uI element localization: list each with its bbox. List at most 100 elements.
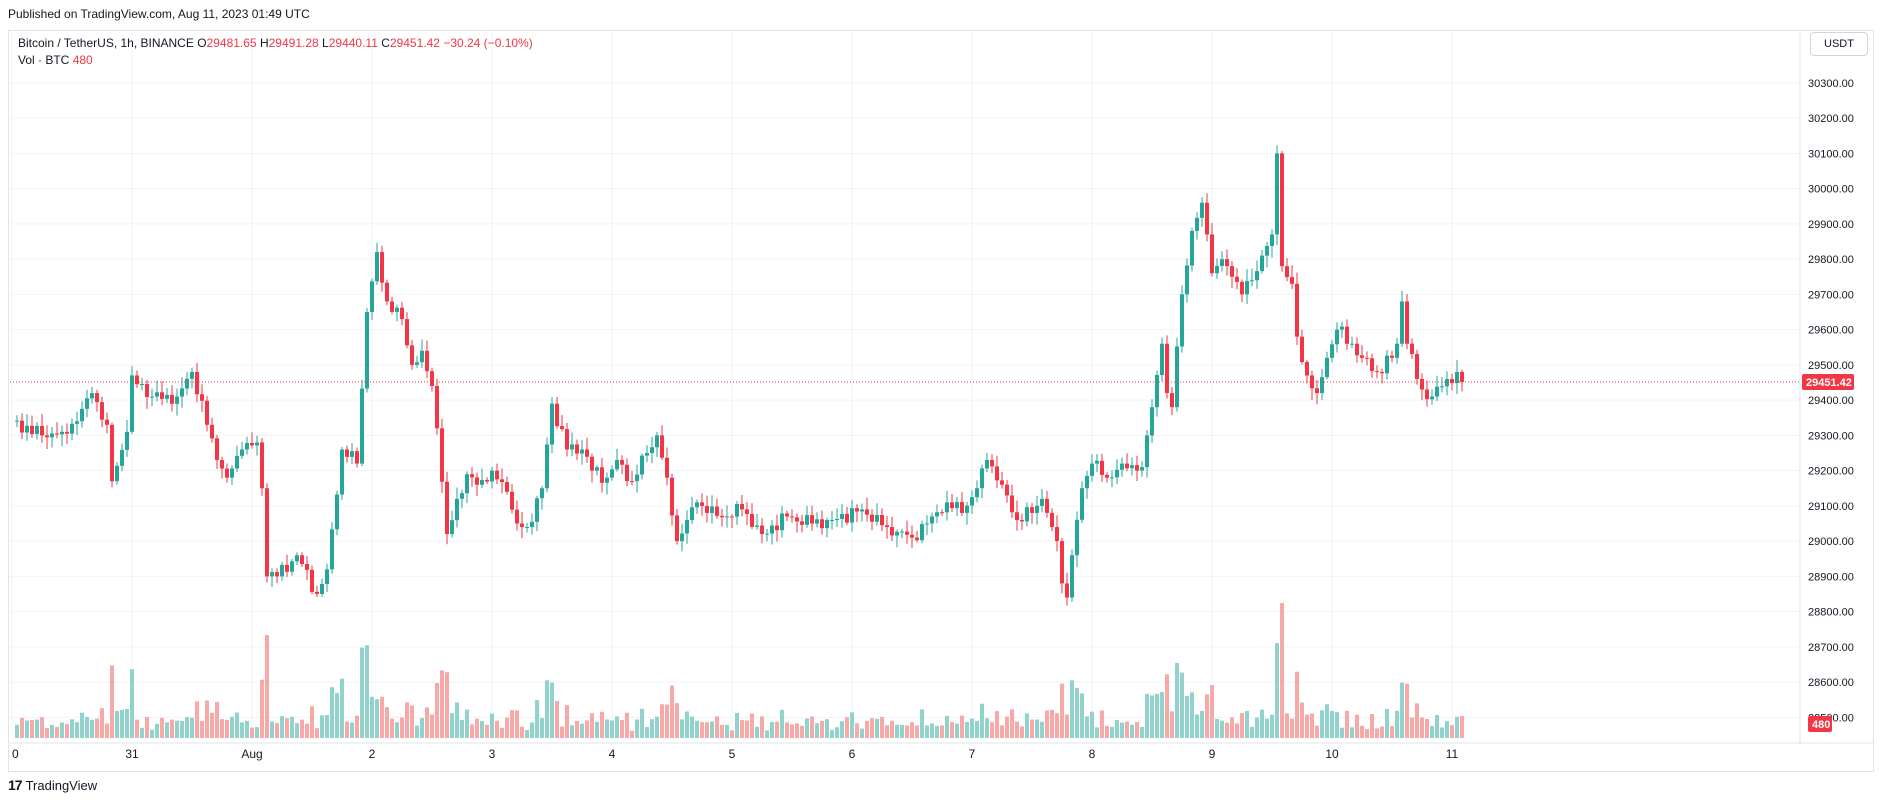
volume-bar <box>630 730 634 738</box>
candle-body <box>180 388 184 397</box>
volume-bar <box>1420 717 1424 738</box>
volume-bar <box>1355 714 1359 738</box>
volume-bar <box>325 715 329 738</box>
volume-bar <box>855 723 859 738</box>
candle-body <box>955 502 959 509</box>
candle-body <box>280 564 284 577</box>
candle-body <box>120 449 124 466</box>
volume-bar <box>880 716 884 738</box>
y-tick-label: 30000.00 <box>1808 184 1854 196</box>
candle-body <box>460 493 464 499</box>
chart-frame <box>8 30 1874 772</box>
close-value: 29451.42 <box>389 36 440 50</box>
candle-body <box>485 479 489 482</box>
volume-bar <box>1075 687 1079 738</box>
volume-bar <box>1405 683 1409 738</box>
volume-bar <box>60 722 64 738</box>
candle-body <box>850 508 854 523</box>
volume-bar <box>1145 693 1149 738</box>
volume-label[interactable]: Vol · BTC <box>18 53 70 67</box>
candle-body <box>1190 230 1194 266</box>
volume-bar <box>460 720 464 738</box>
candle-body <box>390 301 394 312</box>
volume-bar <box>775 721 779 738</box>
footer-brand[interactable]: TradingView <box>25 777 98 793</box>
volume-bar <box>410 705 414 738</box>
candle-body <box>965 505 969 513</box>
currency-button[interactable]: USDT <box>1810 32 1868 56</box>
volume-bar <box>15 724 19 738</box>
volume-bar <box>120 709 124 738</box>
candle-body <box>1035 505 1039 513</box>
y-tick-label: 30200.00 <box>1808 113 1854 125</box>
candle-body <box>920 524 924 541</box>
volume-bar <box>35 719 39 738</box>
candle-body <box>1405 301 1409 344</box>
candle-body <box>15 420 19 422</box>
published-caption: Published on TradingView.com, Aug 11, 20… <box>8 7 310 21</box>
volume-bar <box>1180 672 1184 738</box>
candle-body <box>400 307 404 320</box>
candle-body <box>95 393 99 403</box>
volume-bar <box>1085 716 1089 738</box>
close-label: C <box>381 36 390 50</box>
candle-body <box>450 520 454 535</box>
volume-bar <box>140 727 144 738</box>
volume-bar <box>1065 714 1069 738</box>
candle-body <box>1410 343 1414 355</box>
candle-body <box>1365 357 1369 359</box>
volume-bar <box>1400 682 1404 738</box>
y-tick-label: 28600.00 <box>1808 677 1854 689</box>
symbol-title[interactable]: Bitcoin / TetherUS, 1h, BINANCE <box>18 36 194 50</box>
volume-bar <box>1135 722 1139 738</box>
candle-body <box>1175 346 1179 408</box>
x-tick-label: 10 <box>1325 747 1339 761</box>
candle-body <box>680 533 684 542</box>
volume-bar <box>370 696 374 738</box>
volume-bar <box>540 718 544 738</box>
volume-bar <box>1385 708 1389 738</box>
candle-body <box>300 555 304 565</box>
volume-bar <box>280 716 284 738</box>
volume-bar <box>1265 718 1269 738</box>
candle-body <box>1155 375 1159 408</box>
volume-bar <box>1225 722 1229 738</box>
volume-bar <box>545 680 549 738</box>
candle-body <box>50 433 54 438</box>
volume-bar <box>865 720 869 738</box>
candle-body <box>415 362 419 365</box>
volume-bar <box>450 713 454 738</box>
candle-body <box>1075 519 1079 556</box>
volume-bar <box>485 724 489 738</box>
candle-body <box>1335 329 1339 345</box>
x-tick-label: 2 <box>369 747 376 761</box>
candle-body <box>1000 480 1004 485</box>
high-label: H <box>259 36 269 50</box>
volume-bar <box>425 707 429 738</box>
candle-body <box>775 525 779 531</box>
volume-bar <box>210 712 214 738</box>
tradingview-logo-icon[interactable]: 17 <box>8 777 23 793</box>
volume-bar <box>175 720 179 738</box>
volume-bar <box>250 727 254 738</box>
candle-body <box>620 460 624 465</box>
change-value: −30.24 (−0.10%) <box>443 36 533 50</box>
candle-body <box>195 371 199 395</box>
candle-body <box>605 477 609 483</box>
volume-bar <box>180 721 184 738</box>
volume-bar <box>1275 643 1279 738</box>
volume-bar <box>305 723 309 738</box>
open-value: 29481.65 <box>206 36 257 50</box>
candle-body <box>1325 357 1329 378</box>
volume-bar <box>345 721 349 738</box>
volume-bar <box>135 719 139 738</box>
candle-body <box>505 482 509 492</box>
candle-body <box>1095 460 1099 464</box>
candle-body <box>1185 265 1189 295</box>
candle-body <box>535 498 539 522</box>
x-tick-label: 5 <box>729 747 736 761</box>
candle-body <box>1285 266 1289 278</box>
volume-bar <box>690 716 694 738</box>
volume-bar <box>340 678 344 738</box>
